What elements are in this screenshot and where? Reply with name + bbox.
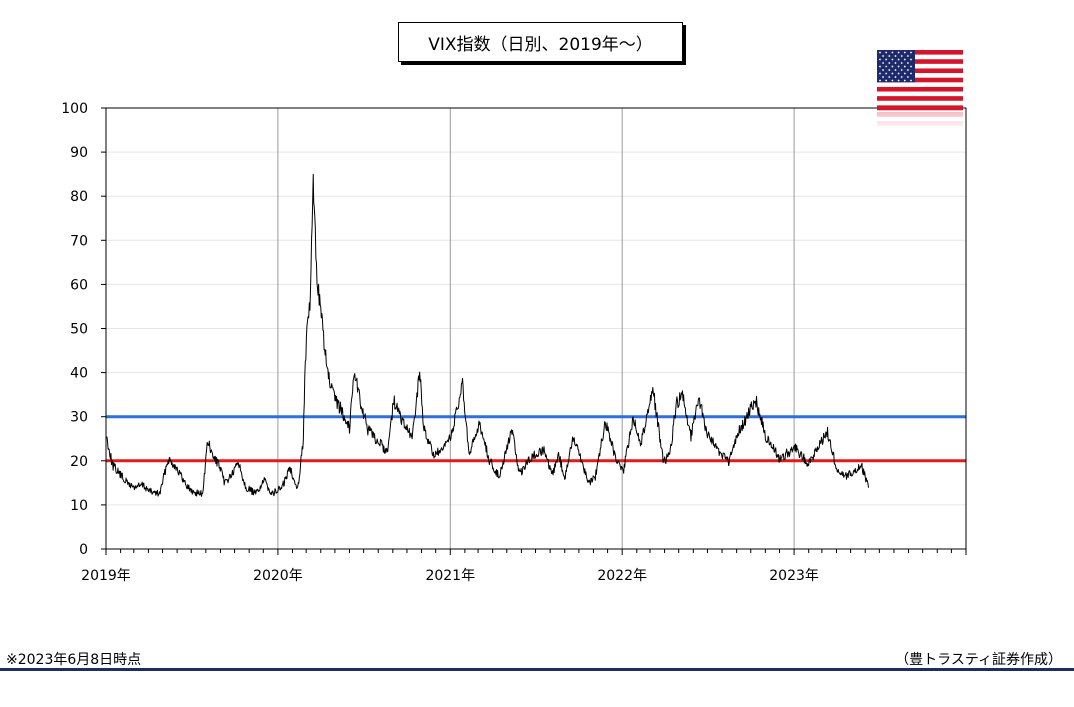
vix-series [106,173,870,497]
y-tick-label: 80 [70,189,88,205]
y-tick-label: 50 [70,322,88,338]
bottom-rule [0,668,1074,671]
date-note: ※2023年6月8日時点 [6,652,142,668]
y-tick-label: 70 [70,233,88,249]
y-tick-label: 0 [79,542,88,558]
y-tick-label: 40 [70,366,88,382]
y-tick-label: 30 [70,410,88,426]
y-tick-label: 20 [70,454,88,470]
credit-text: （豊トラスティ証券作成） [895,652,1062,668]
y-tick-label: 100 [61,101,88,117]
vix-line [106,173,870,497]
x-tick-label: 2021年 [425,568,475,584]
x-tick-label: 2022年 [597,568,647,584]
y-tick-label: 90 [70,145,88,161]
x-tick-label: 2023年 [769,568,819,584]
y-axis-ticks: 0 10 20 30 40 50 60 70 80 90 100 [61,101,106,558]
y-tick-label: 60 [70,277,88,293]
x-tick-label: 2019年 [81,568,131,584]
reference-lines [106,415,966,463]
us-flag-icon [876,50,964,130]
y-tick-label: 10 [70,498,88,514]
chart-title: VIX指数（日別、2019年～） [398,22,683,62]
x-axis-ticks: 2019年 2020年 2021年 2022年 2023年 [81,549,967,584]
grid-lines [106,108,966,549]
x-tick-label: 2020年 [253,568,303,584]
